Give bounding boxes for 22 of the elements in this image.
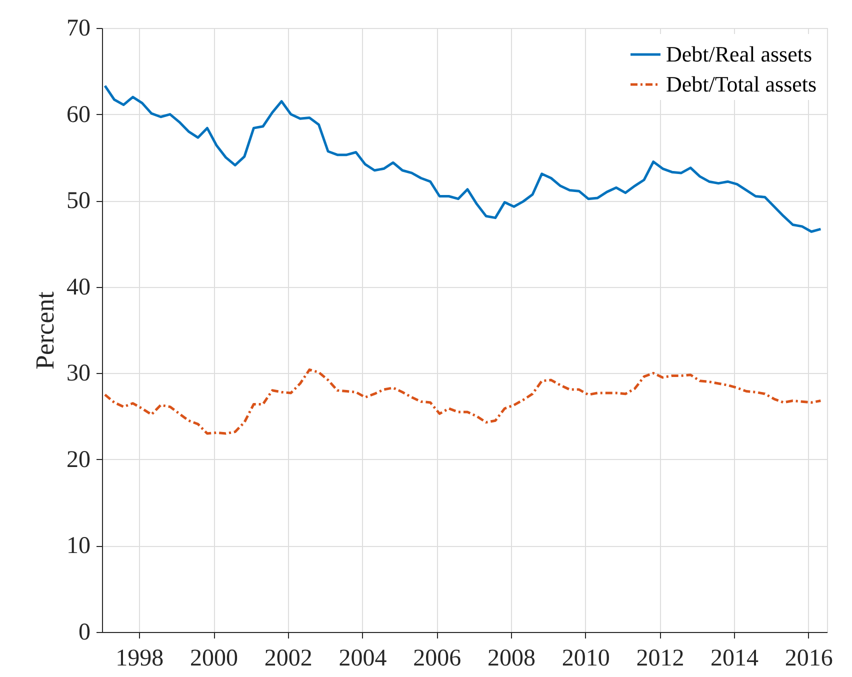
y-tick-label: 40	[66, 274, 90, 300]
x-tick-label: 2010	[562, 646, 610, 672]
y-tick-label: 60	[66, 102, 90, 128]
y-tick-label: 30	[66, 360, 90, 387]
y-tick-label: 50	[66, 188, 90, 214]
x-tick-label: 2012	[636, 646, 684, 672]
x-tick-label: 2008	[487, 646, 536, 672]
x-tick-label: 2000	[190, 646, 238, 672]
x-tick-label: 1998	[116, 646, 164, 672]
legend-label: Debt/Total assets	[666, 72, 817, 96]
line-series	[104, 368, 822, 435]
x-tick-label: 2002	[264, 646, 312, 672]
legend-label: Debt/Real assets	[666, 42, 812, 66]
y-tick-label: 70	[66, 16, 90, 42]
x-tick-label: 2006	[413, 646, 462, 672]
y-tick-label: 20	[66, 446, 90, 473]
x-tick-label: 2016	[784, 646, 833, 672]
y-tick-label: 0	[78, 620, 90, 646]
y-axis-title: Percent	[30, 290, 60, 370]
x-tick-label: 2014	[710, 646, 759, 672]
y-tick-label: 10	[66, 533, 90, 560]
x-tick-label: 2004	[338, 646, 387, 672]
